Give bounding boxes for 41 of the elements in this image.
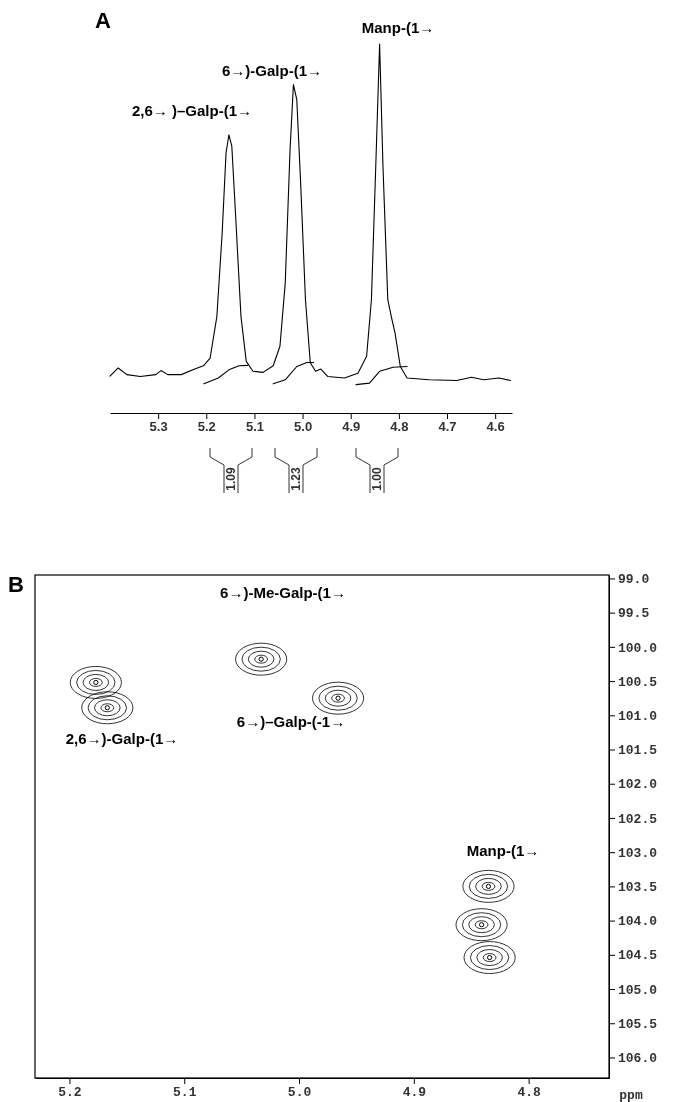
annotation: 6→)–Galp-(-1→ xyxy=(236,712,346,730)
x-tick-label: 5.2 xyxy=(197,419,216,435)
x-tick-label: 4.9 xyxy=(402,1085,427,1101)
y-tick-label: 102.5 xyxy=(618,811,658,827)
x-tick-label: 4.9 xyxy=(342,419,361,435)
x-tick-label: 5.1 xyxy=(173,1085,197,1101)
y-tick-label: 100.5 xyxy=(618,674,658,690)
x-tick-label: 4.6 xyxy=(486,419,505,435)
y-tick-label: 104.5 xyxy=(618,948,658,964)
text: 1.09 xyxy=(224,467,238,491)
x-tick-label: 5.0 xyxy=(294,419,313,435)
y-tick-label: 101.5 xyxy=(618,743,658,759)
y-tick-label: 102.0 xyxy=(618,777,658,793)
y-tick-label: 106.0 xyxy=(618,1051,658,1067)
text: 1.23 xyxy=(289,467,303,491)
y-tick-label: 105.0 xyxy=(618,982,658,998)
annotation: 2,6→)-Galp-(1→ xyxy=(65,729,179,747)
chart-title: A xyxy=(95,8,111,33)
y-tick-label: 103.5 xyxy=(618,880,658,896)
annotation: Manp-(1→ xyxy=(466,841,540,859)
x-tick-label: 4.8 xyxy=(517,1085,542,1101)
y-tick-label: 104.0 xyxy=(618,914,658,930)
x-tick-label: 5.1 xyxy=(245,419,264,435)
x-axis-title: ppm xyxy=(619,1088,643,1102)
text: 1.00 xyxy=(370,467,384,491)
x-tick-label: 5.0 xyxy=(287,1085,312,1101)
x-tick-label: 4.8 xyxy=(390,419,409,435)
chart-title: B xyxy=(8,572,24,597)
y-tick-label: 103.0 xyxy=(618,845,658,861)
y-tick-label: 105.5 xyxy=(618,1016,658,1032)
x-tick-label: 5.3 xyxy=(149,419,168,435)
text: Manp-(1→ xyxy=(361,18,435,36)
y-tick-label: 101.0 xyxy=(618,708,658,724)
y-tick-label: 99.0 xyxy=(618,572,650,588)
x-tick-label: 4.7 xyxy=(438,419,457,435)
y-tick-label: 100.0 xyxy=(618,640,658,656)
x-tick-label: 5.2 xyxy=(58,1085,82,1101)
annotation: 2,6→ )–Galp-(1→ xyxy=(131,101,253,119)
annotation: 6→)-Me-Galp-(1→ xyxy=(220,583,346,601)
annotation: 6→)-Galp-(1→ xyxy=(221,61,323,79)
y-tick-label: 99.5 xyxy=(618,606,650,622)
